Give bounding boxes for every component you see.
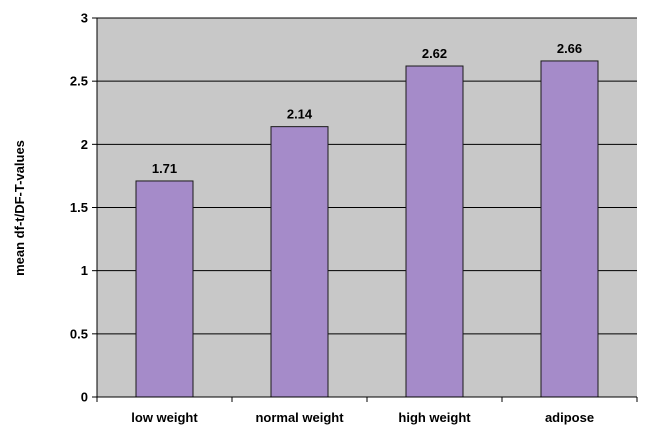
- y-axis-ticks: 0 0.5 1 1.5 2 2.5 3: [70, 11, 97, 405]
- bar-low-weight: [135, 180, 194, 398]
- y-tick-label: 1: [81, 263, 88, 278]
- data-label: 2.14: [287, 107, 313, 122]
- y-tick-label: 0.5: [70, 326, 88, 341]
- x-category-label: low weight: [131, 410, 198, 425]
- x-category-label: adipose: [545, 410, 594, 425]
- data-labels: 1.71 2.14 2.62 2.66: [152, 41, 582, 176]
- bar-normal-weight: [270, 126, 329, 398]
- y-axis-title: mean df-t/DF-T-values: [12, 140, 27, 276]
- x-axis-ticks: low weight normal weight high weight adipos…: [96, 397, 638, 425]
- bar-adipose: [540, 60, 599, 398]
- data-label: 1.71: [152, 161, 177, 176]
- y-tick-label: 1.5: [70, 200, 88, 215]
- x-category-label: normal weight: [255, 410, 344, 425]
- y-tick-label: 2.5: [70, 74, 88, 89]
- y-tick-label: 2: [81, 137, 88, 152]
- x-category-label: high weight: [398, 410, 471, 425]
- bars: [135, 60, 599, 398]
- y-tick-label: 3: [81, 11, 88, 26]
- bar-high-weight: [405, 65, 464, 398]
- y-tick-label: 0: [81, 390, 88, 405]
- data-label: 2.62: [422, 46, 447, 61]
- data-label: 2.66: [557, 41, 582, 56]
